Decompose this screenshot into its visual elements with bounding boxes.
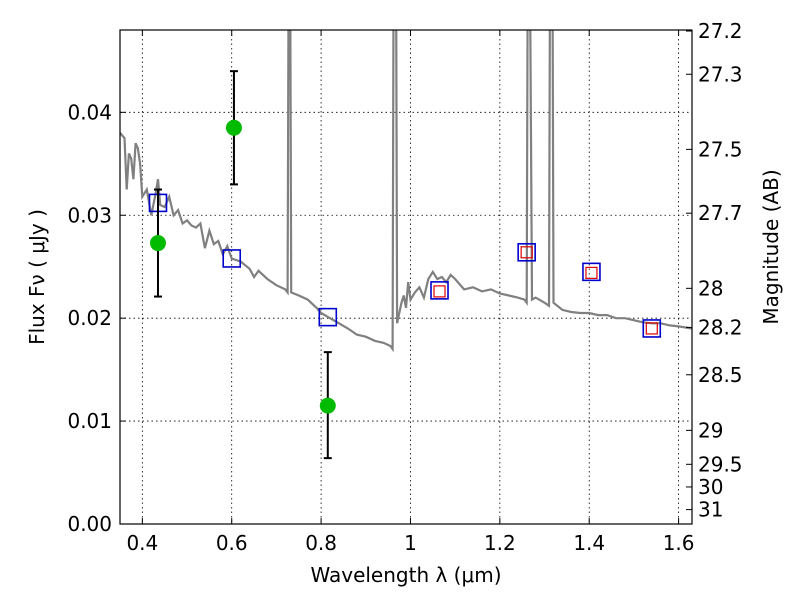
right-tick-label: 27.7 (698, 201, 743, 225)
model-flux-marker (517, 243, 536, 262)
x-tick-label: 0.6 (216, 531, 248, 555)
upper-limit-marker (585, 266, 598, 279)
grid-lines (120, 30, 692, 525)
right-tick-label: 31 (698, 498, 723, 522)
y-tick-label: 0.00 (67, 512, 112, 536)
y-axis-ticks: 0.00 0.01 0.02 0.03 0.04 (67, 100, 126, 536)
model-spectrum (120, 30, 692, 353)
plot-frame (119, 29, 693, 525)
model-flux-marker (222, 249, 242, 268)
model-flux-marker (642, 319, 662, 338)
x-tick-label: 1.2 (484, 531, 516, 555)
detection-marker (225, 119, 242, 136)
y-tick-label: 0.03 (67, 203, 112, 227)
x-axis-label: Wavelength λ (μm) (310, 563, 501, 587)
y-tick-label: 0.01 (67, 409, 112, 433)
y-tick-label: 0.04 (67, 100, 112, 124)
model-flux-marker (318, 307, 338, 327)
x-tick-label: 0.8 (305, 531, 337, 555)
right-tick-label: 29.5 (698, 452, 743, 476)
x-tick-label: 1.6 (663, 531, 695, 555)
data-points (148, 70, 662, 460)
x-tick-label: 0.4 (126, 531, 158, 555)
y-tick-label: 0.02 (67, 306, 112, 330)
upper-limit-marker (433, 285, 446, 298)
right-tick-label: 27.5 (698, 137, 743, 161)
detection-marker (319, 397, 336, 414)
right-tick-label: 27.3 (698, 62, 743, 86)
right-tick-label: 28.2 (698, 315, 743, 339)
model-flux-marker (582, 262, 601, 282)
right-tick-label: 27.2 (698, 19, 743, 43)
right-tick-label: 28 (698, 276, 723, 300)
upper-limit-marker (520, 246, 533, 259)
right-tick-label: 30 (698, 475, 723, 499)
right-tick-label: 28.5 (698, 363, 743, 387)
upper-limit-marker (645, 322, 658, 335)
x-tick-label: 1.4 (573, 531, 605, 555)
detection-marker (149, 235, 166, 252)
x-tick-label: 1 (404, 531, 417, 555)
model-flux-marker (430, 281, 449, 300)
x-axis-ticks: 0.4 0.6 0.8 1 1.2 1.4 1.6 (126, 30, 695, 555)
spectrum-line (120, 30, 692, 353)
right-tick-label: 29 (698, 418, 723, 442)
y-axis-label-left: Flux Fν ( μJy ) (25, 209, 49, 345)
y-axis-label-right: Magnitude (AB) (759, 169, 783, 324)
